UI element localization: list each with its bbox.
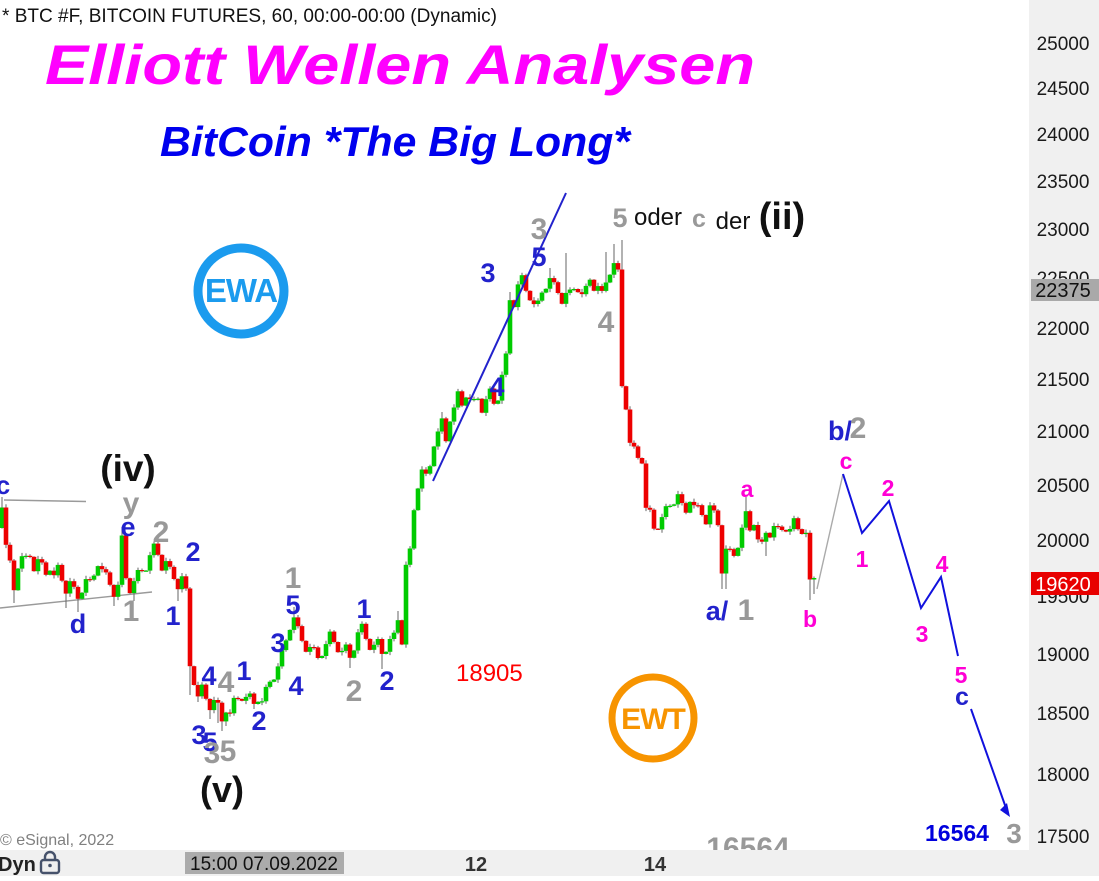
svg-text:c: c	[840, 448, 853, 474]
svg-text:18500: 18500	[1037, 704, 1090, 725]
svg-text:16564: 16564	[925, 820, 989, 846]
svg-text:1: 1	[285, 562, 302, 595]
svg-text:22000: 22000	[1037, 319, 1090, 340]
svg-text:4: 4	[218, 666, 235, 699]
svg-text:3: 3	[1006, 818, 1022, 849]
svg-text:4: 4	[288, 671, 303, 701]
svg-text:2: 2	[153, 516, 170, 549]
svg-text:4: 4	[489, 372, 504, 402]
svg-text:b: b	[803, 606, 817, 632]
svg-text:2: 2	[251, 706, 266, 736]
svg-text:23000: 23000	[1037, 220, 1090, 241]
svg-text:2: 2	[850, 412, 867, 445]
svg-text:c: c	[0, 470, 10, 500]
svg-text:1: 1	[165, 601, 180, 631]
svg-text:3: 3	[191, 720, 206, 750]
svg-text:24500: 24500	[1037, 79, 1090, 100]
svg-text:25000: 25000	[1037, 34, 1090, 55]
svg-text:17500: 17500	[1037, 827, 1090, 848]
svg-text:* BTC #F, BITCOIN FUTURES, 60,: * BTC #F, BITCOIN FUTURES, 60, 00:00-00:…	[2, 6, 497, 27]
svg-text:14: 14	[644, 854, 667, 876]
svg-text:a: a	[741, 476, 754, 502]
svg-text:c: c	[955, 683, 969, 711]
svg-text:19620: 19620	[1035, 574, 1091, 596]
svg-text:a/: a/	[706, 596, 729, 626]
svg-text:1: 1	[738, 594, 755, 627]
svg-text:5: 5	[531, 242, 546, 272]
svg-text:2: 2	[185, 537, 200, 567]
svg-text:1: 1	[356, 594, 371, 624]
svg-text:3: 3	[270, 628, 285, 658]
svg-text:Elliott Wellen Analysen: Elliott Wellen Analysen	[45, 33, 755, 96]
svg-text:5: 5	[955, 662, 968, 688]
svg-text:24000: 24000	[1037, 125, 1090, 146]
svg-text:5: 5	[220, 735, 237, 768]
svg-text:21000: 21000	[1037, 422, 1090, 443]
svg-text:(ii): (ii)	[759, 196, 805, 238]
svg-text:18000: 18000	[1037, 765, 1090, 786]
svg-text:© eSignal, 2022: © eSignal, 2022	[0, 832, 114, 849]
svg-text:2: 2	[346, 675, 363, 708]
svg-text:BitCoin *The Big Long*: BitCoin *The Big Long*	[160, 118, 632, 165]
svg-text:3: 3	[480, 258, 495, 288]
svg-text:20000: 20000	[1037, 531, 1090, 552]
svg-text:20500: 20500	[1037, 476, 1090, 497]
svg-text:e: e	[120, 512, 135, 542]
svg-text:2: 2	[379, 666, 394, 696]
svg-text:b/: b/	[828, 416, 852, 446]
svg-text:5: 5	[202, 727, 217, 757]
svg-text:21500: 21500	[1037, 370, 1090, 391]
svg-text:c: c	[692, 205, 706, 233]
svg-text:der: der	[716, 208, 751, 235]
svg-text:(v): (v)	[200, 769, 244, 810]
svg-text:15:00 07.09.2022: 15:00 07.09.2022	[190, 854, 338, 875]
svg-text:5: 5	[612, 203, 627, 233]
svg-text:oder: oder	[634, 204, 682, 231]
svg-text:23500: 23500	[1037, 172, 1090, 193]
svg-text:(iv): (iv)	[100, 448, 156, 489]
svg-text:EWT: EWT	[621, 703, 685, 736]
svg-text:y: y	[123, 487, 140, 520]
svg-text:5: 5	[285, 590, 300, 620]
svg-text:4: 4	[201, 661, 216, 691]
svg-text:12: 12	[465, 854, 487, 876]
svg-text:22375: 22375	[1035, 280, 1091, 302]
svg-text:2: 2	[882, 475, 895, 501]
svg-text:1: 1	[123, 595, 140, 628]
svg-text:18905: 18905	[456, 660, 523, 687]
svg-text:3: 3	[204, 737, 221, 770]
svg-text:4: 4	[936, 551, 949, 577]
svg-text:1: 1	[236, 656, 251, 686]
svg-text:Dyn: Dyn	[0, 854, 36, 876]
svg-text:3: 3	[531, 213, 548, 246]
svg-text:1: 1	[856, 546, 869, 572]
svg-text:3: 3	[916, 621, 929, 647]
svg-text:d: d	[70, 609, 87, 639]
svg-text:EWA: EWA	[205, 272, 277, 309]
svg-text:4: 4	[598, 306, 615, 339]
svg-text:19000: 19000	[1037, 645, 1090, 666]
